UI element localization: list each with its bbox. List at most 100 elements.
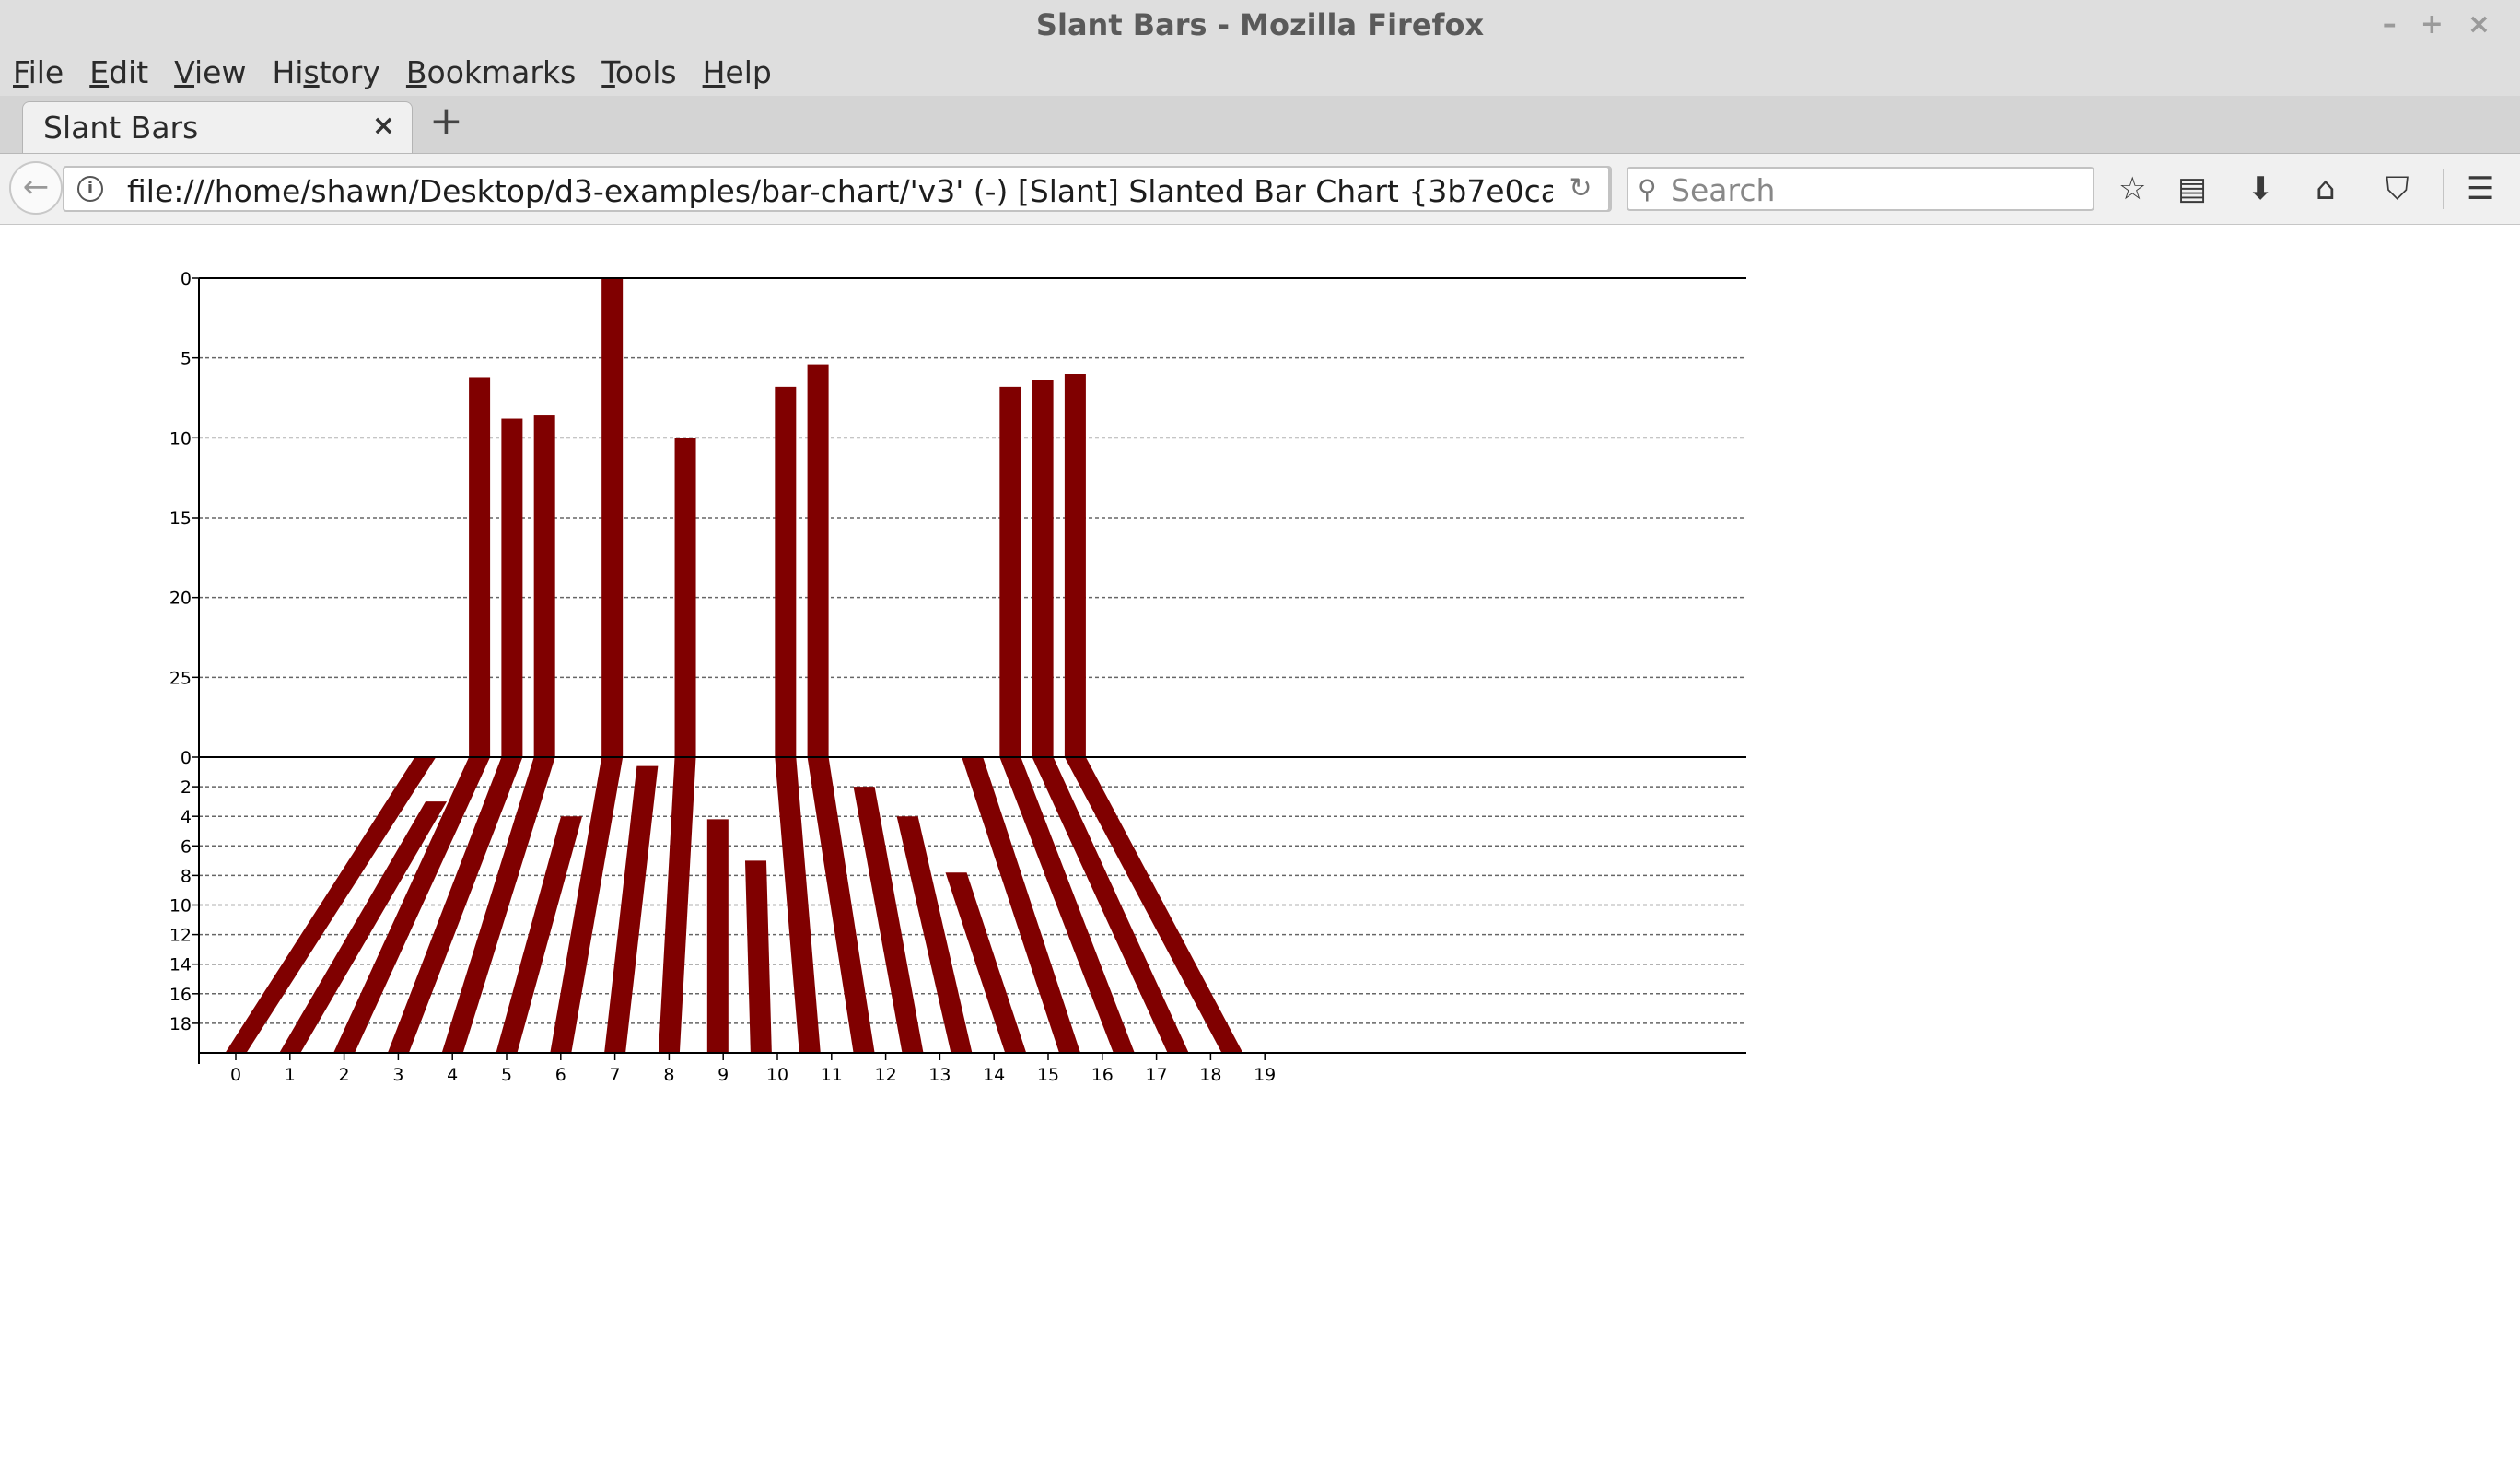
pocket-icon[interactable]: ⛉ xyxy=(2386,170,2409,207)
x-tick-label: 18 xyxy=(1199,1065,1221,1085)
slanted-bar xyxy=(441,757,555,1053)
maximize-button[interactable]: + xyxy=(2420,8,2444,41)
slanted-bar xyxy=(775,757,821,1053)
slanted-bar xyxy=(333,757,491,1053)
top-y-tick-label: 20 xyxy=(169,589,192,609)
bottom-y-tick-label: 4 xyxy=(181,807,192,827)
back-button[interactable]: ← xyxy=(9,161,63,215)
x-tick-label: 5 xyxy=(501,1065,512,1085)
x-tick-label: 13 xyxy=(928,1065,951,1085)
top-bar xyxy=(999,386,1021,757)
x-tick-label: 4 xyxy=(447,1065,458,1085)
bottom-y-tick-label: 16 xyxy=(169,985,192,1005)
slanted-bar xyxy=(962,757,1081,1053)
top-bar xyxy=(775,386,797,757)
menu-view[interactable]: View xyxy=(174,54,247,90)
slanted-bar xyxy=(853,787,924,1053)
x-tick-label: 9 xyxy=(718,1065,729,1085)
search-input[interactable]: Search xyxy=(1671,172,1776,208)
new-tab-button[interactable]: + xyxy=(429,98,463,145)
x-tick-label: 2 xyxy=(339,1065,350,1085)
bottom-y-tick-label: 2 xyxy=(181,777,192,798)
window-titlebar: Slant Bars - Mozilla Firefox – + × xyxy=(0,0,2520,50)
slanted-bar xyxy=(387,757,523,1053)
menu-bookmarks[interactable]: Bookmarks xyxy=(405,54,577,90)
x-tick-label: 14 xyxy=(983,1065,1005,1085)
hamburger-menu-icon[interactable]: ☰ xyxy=(2467,170,2495,207)
x-tick-label: 16 xyxy=(1091,1065,1114,1085)
menu-history[interactable]: History xyxy=(272,54,380,90)
slanted-bar xyxy=(945,872,1027,1053)
reload-button[interactable]: ↻ xyxy=(1553,166,1610,212)
slanted-bar xyxy=(706,819,729,1053)
slanted-bar xyxy=(279,801,448,1053)
navigation-toolbar: ← i file:///home/shawn/Desktop/d3-exampl… xyxy=(0,154,2520,225)
x-tick-label: 10 xyxy=(766,1065,788,1085)
home-icon[interactable]: ⌂ xyxy=(2316,170,2336,207)
search-bar[interactable]: ⚲ Search xyxy=(1627,167,2094,211)
slanted-bar xyxy=(896,816,973,1053)
top-y-tick-label: 25 xyxy=(169,668,192,688)
x-tick-label: 6 xyxy=(555,1065,566,1085)
top-bar xyxy=(533,415,555,757)
bottom-y-tick-label: 8 xyxy=(181,866,192,886)
top-y-tick-label: 5 xyxy=(181,349,192,369)
slanted-bar xyxy=(225,757,437,1053)
slanted-bar xyxy=(1032,757,1189,1053)
top-bar xyxy=(501,418,523,757)
close-window-button[interactable]: × xyxy=(2467,8,2491,41)
top-bar xyxy=(807,364,829,757)
top-y-tick-label: 10 xyxy=(169,428,192,449)
bottom-y-tick-label: 14 xyxy=(169,955,192,975)
menu-bar: File Edit View History Bookmarks Tools H… xyxy=(0,50,2520,96)
tab-strip: Slant Bars × + xyxy=(0,96,2520,154)
x-tick-label: 3 xyxy=(392,1065,403,1085)
slanted-bar xyxy=(999,757,1135,1053)
download-icon[interactable]: ⬇ xyxy=(2247,170,2274,207)
bottom-y-tick-label: 12 xyxy=(169,926,192,946)
top-y-tick-label: 15 xyxy=(169,508,192,529)
bottom-y-tick-label: 0 xyxy=(181,748,192,768)
x-tick-label: 17 xyxy=(1146,1065,1168,1085)
slanted-bar xyxy=(496,816,583,1053)
url-input[interactable]: file:///home/shawn/Desktop/d3-examples/b… xyxy=(127,173,1581,209)
info-icon[interactable]: i xyxy=(77,176,103,202)
slanted-bar xyxy=(604,765,659,1053)
x-tick-label: 8 xyxy=(663,1065,674,1085)
x-tick-label: 19 xyxy=(1254,1065,1276,1085)
menu-help[interactable]: Help xyxy=(702,54,772,90)
x-tick-label: 7 xyxy=(610,1065,621,1085)
menu-tools[interactable]: Tools xyxy=(601,54,677,90)
minimize-button[interactable]: – xyxy=(2382,8,2397,41)
x-tick-label: 0 xyxy=(230,1065,241,1085)
top-bar xyxy=(601,278,624,757)
top-bar xyxy=(469,377,491,757)
window-controls: – + × xyxy=(2383,0,2491,50)
tab-slant-bars[interactable]: Slant Bars × xyxy=(22,101,413,153)
url-bar[interactable]: i file:///home/shawn/Desktop/d3-examples… xyxy=(63,166,1612,212)
menu-edit[interactable]: Edit xyxy=(89,54,149,90)
search-icon: ⚲ xyxy=(1638,174,1657,204)
x-tick-label: 1 xyxy=(285,1065,296,1085)
tab-label: Slant Bars xyxy=(43,110,199,146)
bottom-y-tick-label: 10 xyxy=(169,896,192,917)
window-title: Slant Bars - Mozilla Firefox xyxy=(1035,7,1485,42)
bottom-y-tick-label: 6 xyxy=(181,836,192,857)
bookmark-star-icon[interactable]: ☆ xyxy=(2118,170,2147,207)
slanted-bar xyxy=(658,757,696,1053)
close-tab-icon[interactable]: × xyxy=(371,110,395,142)
slanted-bar xyxy=(1064,757,1243,1053)
top-bar xyxy=(1032,380,1054,757)
top-bar xyxy=(674,438,696,757)
slanted-bar xyxy=(744,860,772,1053)
menu-file[interactable]: File xyxy=(13,54,64,90)
top-bar xyxy=(1064,374,1086,757)
x-tick-label: 11 xyxy=(821,1065,843,1085)
slanted-bar xyxy=(550,757,624,1053)
toolbar-divider xyxy=(2443,169,2444,209)
slanted-bar xyxy=(807,757,875,1053)
reading-list-icon[interactable]: ▤ xyxy=(2177,170,2208,207)
top-y-tick-label: 0 xyxy=(181,269,192,289)
x-tick-label: 15 xyxy=(1037,1065,1059,1085)
